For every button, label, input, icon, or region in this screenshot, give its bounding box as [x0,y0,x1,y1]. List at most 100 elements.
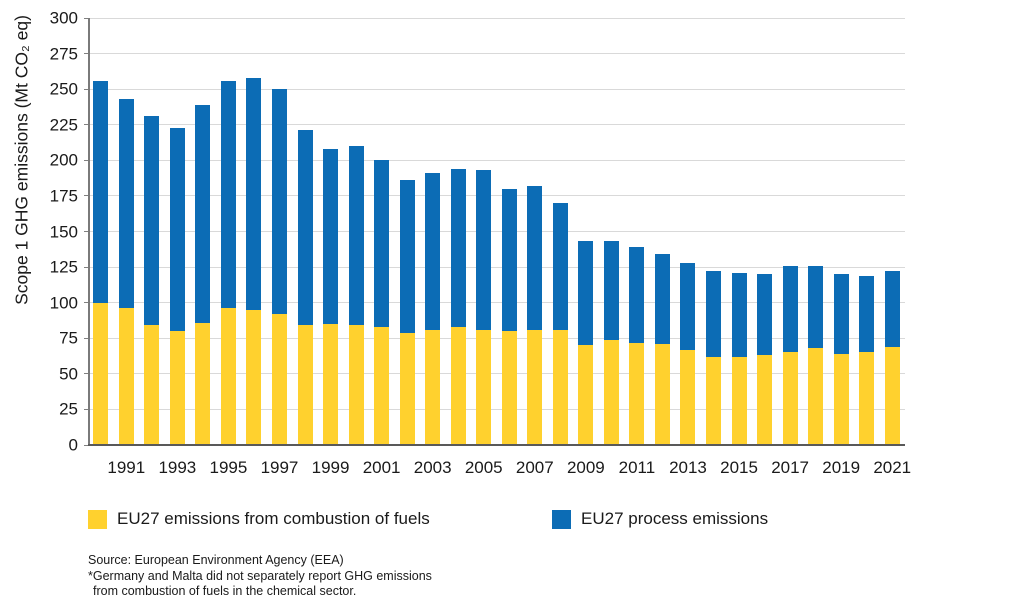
bar-segment-process-1995 [220,80,236,309]
bar-segment-process-2014 [706,271,722,357]
bar-segment-process-1999 [323,148,339,324]
x-tick-label-1991: 1991 [107,458,146,477]
x-tick-label-2017: 2017 [771,458,810,477]
y-tick-label-50: 50 [59,364,78,384]
y-tick-label-75: 75 [59,328,78,348]
y-tick-75 [84,337,88,339]
legend: EU27 emissions from combustion of fuels … [0,508,1024,532]
bar-segment-combustion-2002 [399,332,415,445]
bar-segment-process-1996 [246,77,262,310]
gridline-150 [88,231,905,232]
bar-segment-combustion-2017 [782,352,798,445]
y-tick-label-200: 200 [49,150,78,170]
bar-segment-process-2019 [833,274,849,354]
bar-segment-combustion-2004 [450,326,466,445]
gridline-250 [88,88,905,90]
bar-segment-process-2013 [680,262,696,350]
bar-segment-process-1994 [195,104,211,323]
gridline-75 [88,337,905,339]
bar-segment-combustion-2021 [884,346,900,445]
y-tick-label-100: 100 [49,293,78,313]
y-tick-200 [84,159,88,161]
gridline-225 [88,124,905,126]
bar-segment-process-2004 [450,168,466,327]
bar-segment-process-2001 [374,160,390,327]
y-tick-300 [84,17,88,19]
y-tick-175 [84,195,88,197]
y-tick-150 [84,231,88,232]
bar-segment-combustion-1995 [220,308,236,445]
y-tick-label-25: 25 [59,399,78,419]
bar-segment-combustion-2007 [527,329,543,445]
bar-segment-combustion-2020 [859,352,875,445]
gridline-50 [88,373,905,375]
y-tick-label-175: 175 [49,186,78,206]
bar-segment-combustion-1997 [271,314,287,445]
bar-segment-combustion-2009 [578,345,594,445]
gridline-300 [88,17,905,19]
source-text: Source: European Environment Agency (EEA… [88,553,344,567]
process-swatch-icon [552,509,571,529]
bar-segment-process-2006 [501,188,517,332]
bar-segment-process-2017 [782,265,798,353]
gridline-175 [88,195,905,197]
bar-segment-process-1998 [297,130,313,326]
bar-segment-combustion-2008 [552,329,568,445]
bar-segment-combustion-1999 [323,324,339,445]
bar-segment-process-2012 [654,254,670,344]
y-tick-0 [84,444,88,446]
bar-segment-combustion-1996 [246,309,262,445]
x-tick-label-2011: 2011 [618,458,656,477]
y-tick-50 [84,373,88,375]
bar-segment-combustion-2018 [808,348,824,445]
x-tick-label-2021: 2021 [873,458,912,477]
bar-segment-process-2008 [552,203,568,330]
y-tick-100 [84,302,88,304]
bar-segment-process-2009 [578,241,594,346]
x-tick-label-2001: 2001 [362,458,401,477]
y-axis-line [88,18,90,445]
bar-segment-combustion-1991 [118,308,134,445]
bar-segment-process-2011 [629,247,645,343]
bar-segment-combustion-1992 [144,325,160,445]
bar-segment-combustion-2003 [425,329,441,445]
bar-segment-combustion-1998 [297,325,313,445]
gridline-275 [88,53,905,55]
y-tick-125 [84,266,88,268]
x-tick-label-2005: 2005 [464,458,503,477]
x-tick-label-1999: 1999 [311,458,350,477]
y-tick-label-125: 125 [49,257,78,277]
bar-segment-process-2016 [757,274,773,356]
gridline-25 [88,408,905,410]
x-tick-label-1997: 1997 [260,458,299,477]
bar-segment-combustion-2013 [680,349,696,445]
bar-segment-combustion-2015 [731,356,747,445]
bar-segment-process-1997 [271,89,287,315]
x-tick-label-2015: 2015 [720,458,758,477]
bar-segment-combustion-1993 [169,331,185,445]
x-tick-label-2019: 2019 [822,458,861,477]
x-tick-label-2003: 2003 [413,458,452,477]
bar-segment-process-2010 [603,241,619,340]
bar-segment-combustion-2005 [476,329,492,445]
bar-segment-process-1992 [144,116,160,326]
bar-segment-process-2015 [731,272,747,357]
bar-segment-process-2002 [399,180,415,333]
bar-segment-process-2005 [476,170,492,330]
bar-segment-process-2018 [808,265,824,349]
footer-notes: Source: European Environment Agency (EEA… [88,553,432,600]
bar-segment-combustion-1994 [195,322,211,445]
bar-segment-process-2000 [348,146,364,326]
note-line-1: *Germany and Malta did not separately re… [88,568,432,583]
y-tick-label-225: 225 [49,115,78,135]
legend-item-process: EU27 process emissions [552,508,768,530]
y-tick-label-250: 250 [49,79,78,99]
y-tick-label-275: 275 [49,44,78,64]
bar-segment-combustion-2006 [501,331,517,445]
x-tick-label-1995: 1995 [209,458,248,477]
bar-segment-process-2021 [884,271,900,347]
bar-segment-combustion-1990 [93,302,109,445]
bar-segment-combustion-2011 [629,342,645,445]
bar-segment-process-2003 [425,173,441,330]
